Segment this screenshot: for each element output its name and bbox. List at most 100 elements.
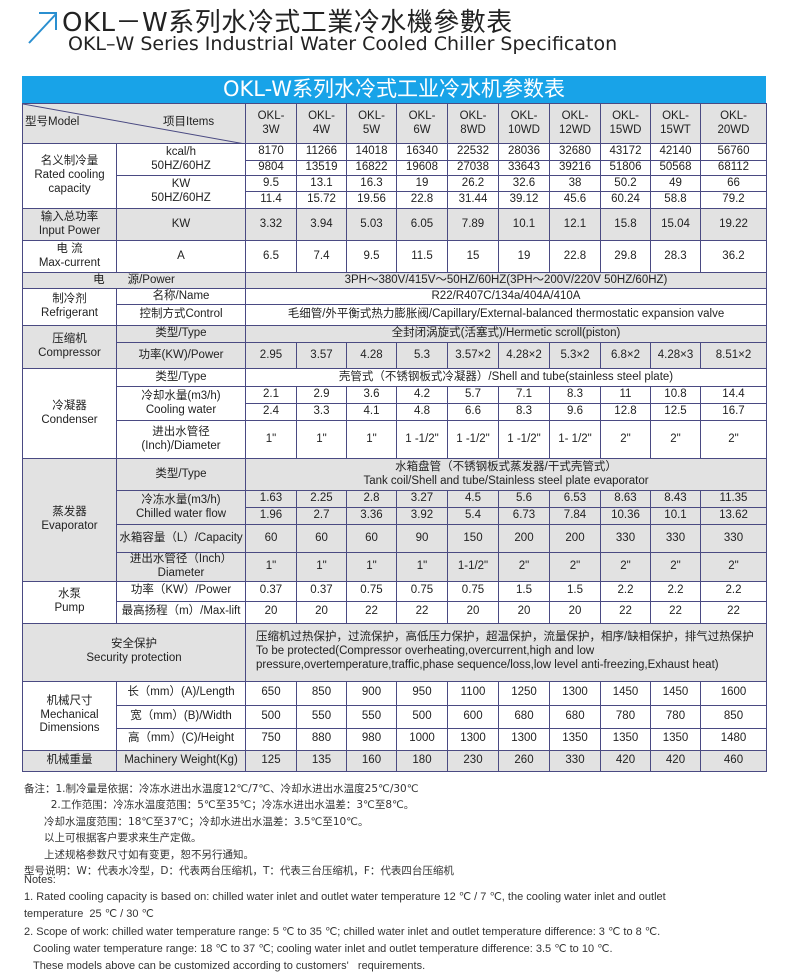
spec-cell: 15.04 xyxy=(650,208,701,241)
spec-cell: 3.32 xyxy=(245,208,297,241)
spec-table: 型号Model 项目Items OKL- 3W OKL- 4W OKL- 5W OKL- … xyxy=(22,103,767,772)
section-group: 水泵 Pump xyxy=(22,580,117,624)
spec-cell: 0.37 xyxy=(296,580,347,602)
spanned-value: 3PH～380V/415V～50HZ/60HZ(3PH～200V/220V 50… xyxy=(245,272,767,289)
spec-cell: 13.62 xyxy=(700,507,767,525)
spec-cell: 7.4 xyxy=(296,240,347,273)
spec-cell: 45.6 xyxy=(549,191,601,209)
spec-cell: 31.44 xyxy=(447,191,499,209)
spec-cell: 4.2 xyxy=(396,386,448,404)
spec-cell: 200 xyxy=(549,524,601,553)
spec-cell: 1" xyxy=(245,420,297,459)
spec-cell: 7.1 xyxy=(498,386,550,404)
spec-cell: 680 xyxy=(549,704,601,729)
spec-cell: 50.2 xyxy=(600,175,651,192)
spec-cell: 51806 xyxy=(600,160,651,176)
section-label: 电 源/Power xyxy=(22,272,246,289)
table-row: 高（mm）(C)/Height 750 880 980 1000 1300 1300 1350… xyxy=(23,727,767,751)
spec-cell: 0.37 xyxy=(245,580,297,602)
row-item: 长（mm）(A)/Length xyxy=(116,680,246,706)
spec-cell: 16.7 xyxy=(700,403,767,421)
spec-cell: 2.2 xyxy=(600,580,651,602)
table-row: 压缩机 Compressor 类型/Type 全封闭涡旋式(活塞式)/Hermeti… xyxy=(22,325,767,369)
spec-cell: 22 xyxy=(396,600,448,624)
spec-cell: 15 xyxy=(447,240,499,273)
section-group: 机械重量 xyxy=(22,749,117,772)
spec-cell: 15.8 xyxy=(600,208,651,241)
spec-cell: 8.43 xyxy=(650,490,701,508)
spec-cell: 68112 xyxy=(700,160,767,176)
spec-cell: 1" xyxy=(296,552,347,582)
spec-cell: 8.3 xyxy=(549,386,601,404)
spec-cell: 750 xyxy=(245,727,297,751)
spec-cell: 330 xyxy=(600,524,651,553)
table-row: 电 源/Power 3PH～380V/415V～50HZ/60HZ(3PH～200… xyxy=(22,272,767,289)
spec-cell: 58.8 xyxy=(650,191,701,209)
spec-cell: 43172 xyxy=(600,143,651,161)
table-row: 安全保护 Security protection 压缩机过热保护，过流保护，高低压… xyxy=(22,622,767,682)
spec-cell: 500 xyxy=(245,704,297,729)
spec-cell: 11 xyxy=(600,386,651,404)
row-item: 功率(KW)/Power xyxy=(116,342,246,369)
spec-cell: 1.5 xyxy=(498,580,550,602)
spec-cell: 5.3 xyxy=(396,342,448,369)
row-item: KW xyxy=(116,208,246,241)
spec-cell: 230 xyxy=(447,749,499,772)
row-item: KW 50HZ/60HZ xyxy=(116,175,246,209)
spec-cell: 780 xyxy=(650,704,701,729)
section-group: 蒸发器 Evaporator xyxy=(22,458,117,582)
spec-sheet: OKL-W系列水冷式工业冷水机参数表 型号Model 项目Items OKL- 3W… xyxy=(22,76,767,772)
table-row: 进出水管径（Inch） Diameter 1" 1" 1" 1" 1-1/2" 2" 2" 2"… xyxy=(23,552,767,582)
spec-cell: 19 xyxy=(498,240,550,273)
notes-chinese: 备注：1.制冷量是依据：冷冻水进出水温度12℃/7℃、冷却水进出水温度25℃/3… xyxy=(24,781,454,879)
spec-cell: 1000 xyxy=(396,727,448,751)
row-item: 高（mm）(C)/Height xyxy=(116,727,246,751)
spec-cell: 16340 xyxy=(396,143,448,161)
header-row: 型号Model 项目Items OKL- 3W OKL- 4W OKL- 5W OKL- … xyxy=(22,103,767,144)
spec-cell: 950 xyxy=(396,680,448,706)
spec-cell: 330 xyxy=(549,749,601,772)
table-row: 冷凝器 Condenser 类型/Type 壳管式（不锈钢板式冷凝器）/Shell … xyxy=(22,368,767,459)
spec-cell: 4.1 xyxy=(346,403,397,421)
model-header: OKL- 3W xyxy=(245,103,297,144)
spec-cell: 6.53 xyxy=(549,490,601,508)
spec-cell: 2" xyxy=(600,552,651,582)
notes-english: Notes: 1. Rated cooling capacity is based… xyxy=(24,872,666,975)
spec-cell: 9.5 xyxy=(346,240,397,273)
spec-cell: 550 xyxy=(346,704,397,729)
diagonal-divider xyxy=(23,104,240,143)
spanned-value: 壳管式（不锈钢板式冷凝器）/Shell and tube(stainless s… xyxy=(245,368,767,387)
table-row: 机械重量 Machinery Weight(Kg) 125 135 160 180 230 2… xyxy=(22,749,767,772)
spec-cell: 4.8 xyxy=(396,403,448,421)
note-line-cn: 冷却水温度范围：18℃至37℃；冷却水进出水温差：3.5℃至10℃。 xyxy=(24,815,369,828)
spec-cell: 1450 xyxy=(600,680,651,706)
spec-cell: 49 xyxy=(650,175,701,192)
spec-cell: 9804 xyxy=(245,160,297,176)
spec-cell: 2" xyxy=(700,420,767,459)
spec-cell: 60 xyxy=(245,524,297,553)
row-item: 水箱容量（L）/Capacity xyxy=(116,524,246,553)
spec-cell: 1" xyxy=(245,552,297,582)
spec-cell: 5.6 xyxy=(498,490,550,508)
spec-cell: 2.95 xyxy=(245,342,297,369)
spec-cell: 10.1 xyxy=(650,507,701,525)
row-item: 宽（mm）(B)/Width xyxy=(116,704,246,729)
spec-cell: 1300 xyxy=(549,680,601,706)
spanned-value: 压缩机过热保护，过流保护，高低压力保护，超温保护，流量保护，相序/缺相保护，排气… xyxy=(245,622,767,682)
spec-cell: 1" xyxy=(346,552,397,582)
spec-cell: 125 xyxy=(245,749,297,772)
table-row: 名义制冷量 Rated cooling capacity kcal/h 50HZ/… xyxy=(22,143,767,209)
table-row: 电 流 Max-current A 6.5 7.4 9.5 11.5 15 19 22.8 29.… xyxy=(22,240,767,273)
spec-cell: 1 -1/2" xyxy=(498,420,550,459)
note-line-cn: 上述规格参数尺寸如有变更，恕不另行通知。 xyxy=(24,848,255,861)
model-label: 型号Model xyxy=(25,116,80,128)
table-row: 水箱容量（L）/Capacity 60 60 60 90 150 200 200 330 330 3… xyxy=(23,524,767,553)
spec-cell: 500 xyxy=(396,704,448,729)
spec-cell: 9.6 xyxy=(549,403,601,421)
spec-cell: 22 xyxy=(700,600,767,624)
spec-cell: 200 xyxy=(498,524,550,553)
spec-cell: 39216 xyxy=(549,160,601,176)
spec-cell: 1" xyxy=(296,420,347,459)
spec-cell: 28036 xyxy=(498,143,550,161)
spec-cell: 10.1 xyxy=(498,208,550,241)
